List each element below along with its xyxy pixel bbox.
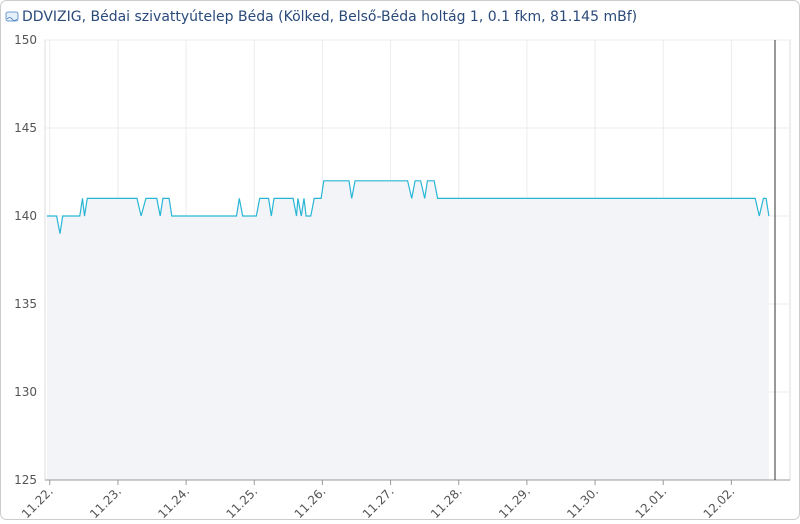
- y-tick-label: 145: [14, 121, 37, 135]
- data-line: [47, 180, 770, 234]
- y-tick-label: 125: [14, 473, 37, 487]
- y-tick-label: 130: [14, 385, 37, 399]
- y-tick-label: 150: [14, 33, 37, 47]
- logo: [5, 11, 19, 22]
- chart-title: DDVIZIG, Bédai szivattyútelep Béda (Kölk…: [22, 9, 637, 25]
- y-tick-label: 135: [14, 297, 37, 311]
- y-tick-label: 140: [14, 209, 37, 223]
- area-fill: [47, 180, 769, 481]
